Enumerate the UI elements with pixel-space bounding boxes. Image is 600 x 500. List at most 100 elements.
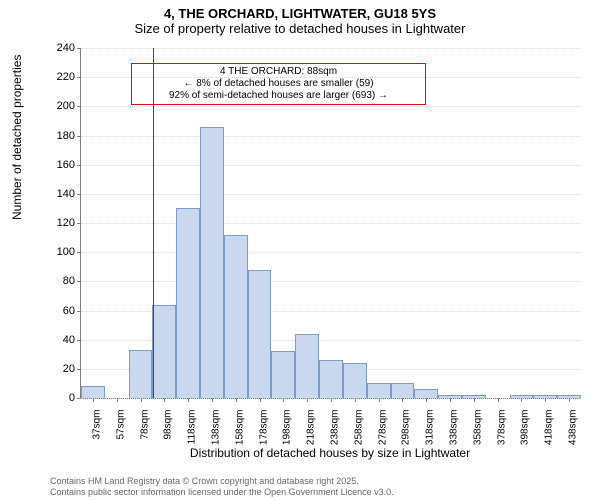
y-tick bbox=[77, 106, 81, 107]
x-tick bbox=[355, 398, 356, 402]
footer-credits: Contains HM Land Registry data © Crown c… bbox=[50, 476, 394, 498]
annotation-line: 4 THE ORCHARD: 88sqm bbox=[136, 66, 421, 78]
x-tick-label: 118sqm bbox=[187, 410, 198, 445]
y-tick bbox=[77, 77, 81, 78]
x-tick bbox=[283, 398, 284, 402]
y-tick-label: 200 bbox=[35, 100, 75, 112]
y-tick-label: 0 bbox=[35, 392, 75, 404]
x-tick bbox=[521, 398, 522, 402]
y-tick bbox=[77, 223, 81, 224]
chart-area: 02040608010012014016018020022024037sqm57… bbox=[50, 48, 580, 438]
x-tick bbox=[236, 398, 237, 402]
x-tick-label: 138sqm bbox=[210, 410, 221, 446]
gridline bbox=[81, 223, 581, 224]
gridline bbox=[81, 194, 581, 195]
histogram-bar bbox=[81, 386, 105, 398]
y-tick-label: 40 bbox=[35, 334, 75, 346]
y-tick bbox=[77, 194, 81, 195]
x-tick bbox=[331, 398, 332, 402]
y-axis-title: Number of detached properties bbox=[10, 55, 24, 220]
gridline bbox=[81, 106, 581, 107]
x-tick bbox=[402, 398, 403, 402]
x-tick-label: 78sqm bbox=[139, 410, 150, 440]
x-tick-label: 278sqm bbox=[377, 410, 388, 446]
annotation-line: ← 8% of detached houses are smaller (59) bbox=[136, 78, 421, 90]
annotation-box: 4 THE ORCHARD: 88sqm← 8% of detached hou… bbox=[131, 63, 426, 105]
x-tick-label: 178sqm bbox=[258, 410, 269, 446]
x-tick bbox=[545, 398, 546, 402]
x-tick-label: 298sqm bbox=[401, 410, 412, 446]
footer-line-1: Contains HM Land Registry data © Crown c… bbox=[50, 476, 394, 487]
x-tick bbox=[141, 398, 142, 402]
x-tick bbox=[164, 398, 165, 402]
y-tick bbox=[77, 369, 81, 370]
histogram-bar bbox=[319, 360, 343, 398]
x-tick-label: 158sqm bbox=[234, 410, 245, 446]
y-tick bbox=[77, 398, 81, 399]
x-tick-label: 318sqm bbox=[425, 410, 436, 446]
x-tick-label: 258sqm bbox=[353, 410, 364, 446]
y-tick-label: 80 bbox=[35, 275, 75, 287]
x-tick-label: 378sqm bbox=[496, 410, 507, 446]
x-tick bbox=[188, 398, 189, 402]
x-tick-label: 338sqm bbox=[449, 410, 460, 446]
y-tick bbox=[77, 136, 81, 137]
x-tick-label: 98sqm bbox=[163, 410, 174, 440]
y-tick-label: 240 bbox=[35, 42, 75, 54]
histogram-bar bbox=[367, 383, 391, 398]
plot-area: 02040608010012014016018020022024037sqm57… bbox=[80, 48, 581, 399]
y-tick bbox=[77, 340, 81, 341]
y-tick-label: 180 bbox=[35, 130, 75, 142]
histogram-bar bbox=[152, 305, 176, 398]
chart-title: 4, THE ORCHARD, LIGHTWATER, GU18 5YS Siz… bbox=[0, 0, 600, 36]
histogram-bar bbox=[129, 350, 153, 398]
x-tick-label: 238sqm bbox=[330, 410, 341, 446]
histogram-bar bbox=[200, 127, 224, 398]
histogram-bar bbox=[271, 351, 295, 398]
x-tick-label: 418sqm bbox=[544, 410, 555, 446]
histogram-bar bbox=[414, 389, 438, 398]
gridline bbox=[81, 165, 581, 166]
gridline bbox=[81, 136, 581, 137]
x-tick-label: 358sqm bbox=[472, 410, 483, 446]
y-tick bbox=[77, 281, 81, 282]
y-tick-label: 100 bbox=[35, 246, 75, 258]
histogram-bar bbox=[248, 270, 272, 398]
y-tick bbox=[77, 48, 81, 49]
histogram-bar bbox=[224, 235, 248, 398]
y-tick-label: 20 bbox=[35, 363, 75, 375]
title-line-2: Size of property relative to detached ho… bbox=[0, 21, 600, 36]
histogram-bar bbox=[295, 334, 319, 398]
x-tick bbox=[498, 398, 499, 402]
histogram-bar bbox=[391, 383, 415, 398]
x-tick bbox=[569, 398, 570, 402]
x-tick-label: 218sqm bbox=[306, 410, 317, 446]
x-tick-label: 198sqm bbox=[282, 410, 293, 446]
x-tick bbox=[307, 398, 308, 402]
y-tick-label: 220 bbox=[35, 71, 75, 83]
y-tick-label: 160 bbox=[35, 159, 75, 171]
x-tick bbox=[212, 398, 213, 402]
y-tick bbox=[77, 311, 81, 312]
annotation-line: 92% of semi-detached houses are larger (… bbox=[136, 90, 421, 102]
x-tick bbox=[379, 398, 380, 402]
y-tick bbox=[77, 165, 81, 166]
y-tick-label: 140 bbox=[35, 188, 75, 200]
histogram-bar bbox=[343, 363, 367, 398]
gridline bbox=[81, 281, 581, 282]
footer-line-2: Contains public sector information licen… bbox=[50, 487, 394, 498]
x-tick bbox=[260, 398, 261, 402]
y-tick-label: 120 bbox=[35, 217, 75, 229]
x-tick-label: 398sqm bbox=[520, 410, 531, 446]
x-tick-label: 438sqm bbox=[568, 410, 579, 446]
x-tick bbox=[426, 398, 427, 402]
histogram-bar bbox=[176, 208, 200, 398]
x-tick bbox=[93, 398, 94, 402]
title-line-1: 4, THE ORCHARD, LIGHTWATER, GU18 5YS bbox=[0, 6, 600, 21]
x-tick-label: 57sqm bbox=[115, 410, 126, 440]
x-axis-title: Distribution of detached houses by size … bbox=[80, 446, 580, 460]
y-tick bbox=[77, 252, 81, 253]
x-tick bbox=[450, 398, 451, 402]
x-tick bbox=[474, 398, 475, 402]
gridline bbox=[81, 252, 581, 253]
